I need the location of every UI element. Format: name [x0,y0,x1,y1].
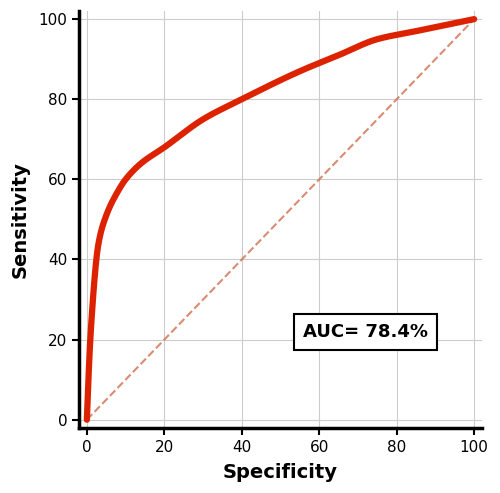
Text: AUC= 78.4%: AUC= 78.4% [303,322,428,341]
X-axis label: Specificity: Specificity [223,463,338,482]
Y-axis label: Sensitivity: Sensitivity [11,161,30,278]
